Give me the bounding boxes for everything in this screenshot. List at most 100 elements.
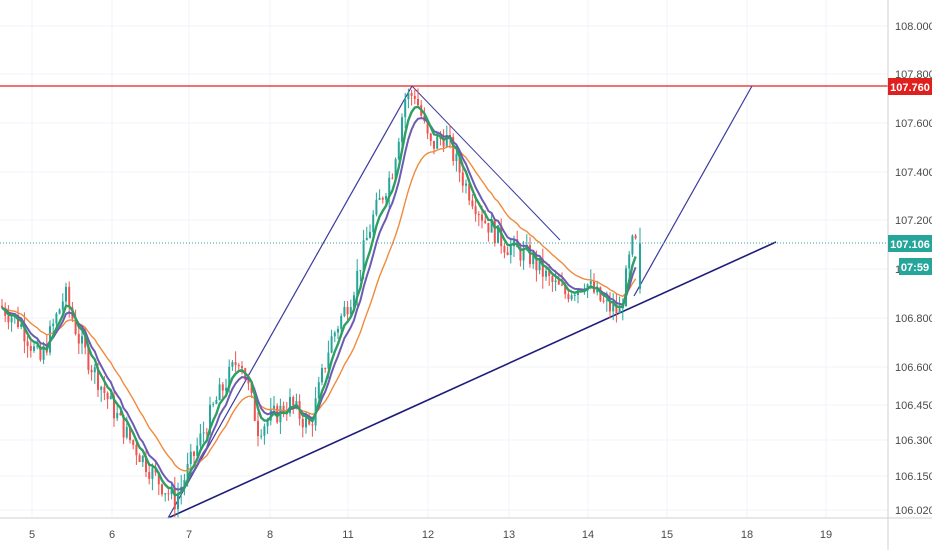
candle-down (452, 136, 455, 161)
candle-down (468, 183, 471, 201)
candle-up (365, 237, 368, 241)
candle-up (151, 467, 154, 479)
candle-up (589, 281, 592, 285)
candle-up (321, 368, 323, 383)
candle-down (167, 493, 170, 495)
candle-up (289, 397, 291, 414)
candle-up (509, 246, 512, 256)
candle-up (218, 384, 221, 401)
candle-down (481, 214, 483, 221)
candle-up (305, 417, 307, 428)
candle-up (612, 304, 615, 312)
time-tick-label: 6 (109, 529, 115, 541)
time-tick-label: 14 (582, 529, 594, 541)
candle-up (343, 306, 346, 317)
time-tick-label: 13 (503, 529, 515, 541)
impulse-line-up[interactable] (167, 85, 413, 519)
candle-up (522, 248, 525, 261)
candle-down (324, 368, 327, 370)
candle-up (353, 295, 355, 308)
candle-up (372, 214, 375, 232)
candle-down (253, 392, 256, 421)
candle-down (241, 366, 243, 369)
candle-down (433, 140, 435, 149)
candle-down (250, 383, 253, 393)
candle-down (173, 487, 176, 510)
price-tick-label: 107.200 (895, 215, 932, 227)
support-trendline[interactable] (167, 241, 777, 519)
candle-down (106, 392, 109, 400)
candle-down (7, 315, 10, 323)
candle-down (593, 281, 595, 293)
current-price-badge: 107.106 (888, 235, 932, 252)
candle-down (535, 254, 538, 271)
candle-down (615, 304, 618, 314)
candle-down (503, 246, 506, 253)
candle-up (455, 153, 458, 161)
candle-up (349, 307, 352, 315)
candle-up (199, 433, 202, 446)
candle-up (116, 413, 119, 419)
projection-line[interactable] (633, 85, 753, 297)
candle-up (266, 420, 269, 427)
candle-up (215, 400, 218, 404)
candle-down (429, 133, 432, 141)
candle-up (36, 345, 39, 347)
candle-down (381, 197, 384, 200)
candle-down (77, 333, 80, 344)
candle-down (247, 379, 250, 384)
price-tick-label: 106.450 (895, 400, 932, 412)
candle-up (189, 451, 192, 464)
candle-up (58, 309, 61, 314)
candle-up (225, 387, 227, 391)
candle-down (609, 300, 611, 312)
candle-up (445, 134, 448, 147)
candle-up (228, 366, 231, 388)
candle-down (487, 222, 490, 233)
candle-down (458, 153, 461, 173)
candle-up (109, 396, 112, 400)
candle-up (436, 136, 439, 149)
candle-down (519, 247, 522, 261)
candle-up (20, 323, 23, 327)
candle-up (196, 445, 199, 456)
time-axis[interactable]: 5 6 7 8 11 12 13 14 15 18 19 (29, 529, 832, 541)
candle-down (119, 413, 122, 416)
time-tick-label: 8 (267, 529, 273, 541)
candle-up (375, 199, 378, 215)
candle-up (327, 352, 330, 369)
price-tick-label: 107.600 (895, 118, 932, 130)
candle-down (87, 347, 90, 370)
candle-down (237, 365, 240, 367)
price-tick-label: 108.000 (895, 21, 932, 33)
candle-down (493, 220, 496, 243)
ema-fast-line (1, 105, 637, 497)
candle-up (618, 308, 621, 314)
candle-down (311, 424, 314, 426)
candle-up (490, 220, 493, 233)
candle-down (122, 415, 125, 438)
candle-down (148, 472, 151, 479)
candle-up (330, 336, 333, 353)
time-tick-label: 12 (422, 529, 434, 541)
candles (1, 88, 641, 518)
candle-up (81, 336, 83, 344)
candle-up (273, 405, 275, 410)
candle-down (292, 397, 295, 406)
candle-down (74, 318, 77, 334)
candle-down (221, 384, 224, 391)
candle-up (33, 346, 35, 351)
candle-up (337, 328, 339, 333)
candle-up (55, 313, 58, 324)
candle-down (29, 346, 32, 351)
candle-down (506, 252, 509, 256)
decline-line[interactable] (411, 85, 561, 241)
price-tick-label: 106.300 (895, 435, 932, 447)
candle-up (183, 479, 186, 487)
candle-down (548, 270, 551, 276)
candle-down (461, 172, 464, 186)
trend-lines (167, 85, 777, 519)
candle-down (145, 456, 147, 473)
candle-up (631, 235, 634, 255)
